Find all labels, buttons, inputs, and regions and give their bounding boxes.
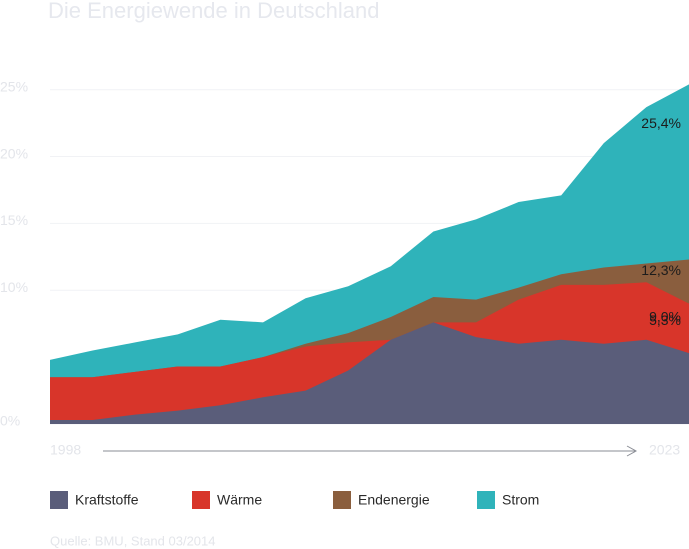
area (50, 322, 689, 424)
y-tick-label: 0% (0, 413, 20, 429)
arrow-head (626, 445, 638, 457)
legend-label: Kraftstoffe (75, 492, 139, 508)
legend-swatch (192, 491, 210, 509)
y-tick-label: 25% (0, 78, 28, 94)
y-tick-label: 10% (0, 279, 28, 295)
x-tick-label: 2023 (649, 442, 680, 458)
y-tick-label: 15% (0, 212, 28, 228)
legend-label: Wärme (217, 492, 262, 508)
legend-swatch (333, 491, 351, 509)
end-label: 25,4% (641, 115, 681, 131)
y-tick-label: 20% (0, 145, 28, 161)
source: Quelle: BMU, Stand 03/2014 (50, 533, 216, 548)
legend-label: Strom (502, 492, 539, 508)
legend-swatch (477, 491, 495, 509)
end-label: 5,3% (649, 312, 681, 328)
end-label: 9,0% (649, 308, 681, 324)
x-tick-label: 1998 (50, 442, 81, 458)
legend-swatch (50, 491, 68, 509)
end-label: 12,3% (641, 262, 681, 278)
legend-label: Endenergie (358, 492, 430, 508)
chart-title: Die Energiewende in Deutschland (48, 0, 379, 23)
